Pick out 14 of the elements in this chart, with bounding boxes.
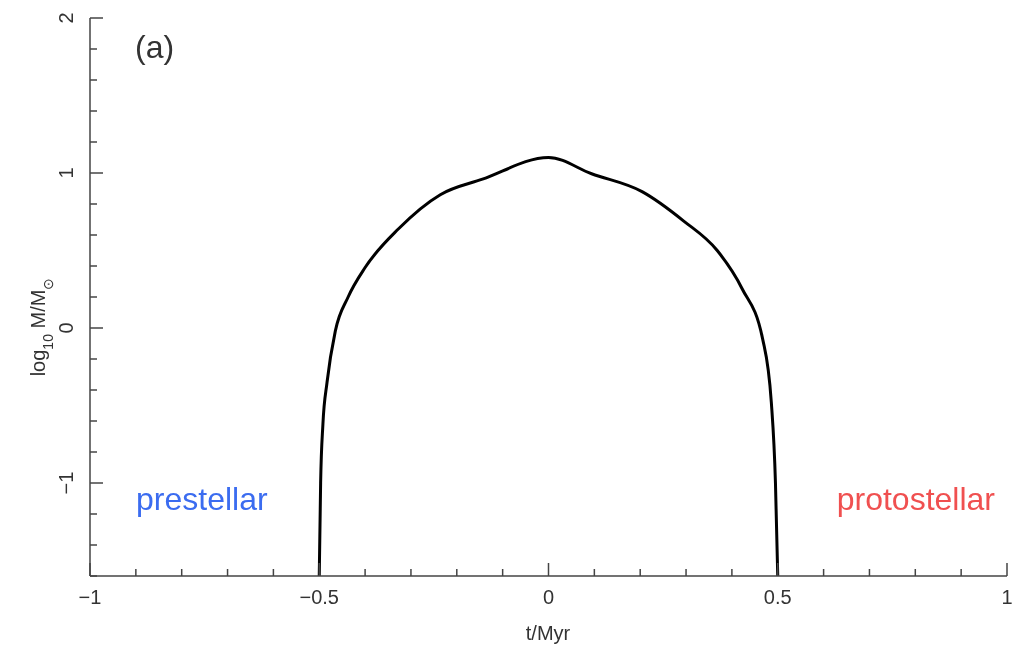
y-tick-label: 0 xyxy=(55,322,78,334)
y-tick-label: −1 xyxy=(55,471,78,495)
annotation: (a) xyxy=(135,28,175,67)
x-tick-label: 0.5 xyxy=(763,586,792,608)
y-tick-label: 2 xyxy=(55,12,78,24)
line-series xyxy=(317,156,780,576)
x-tick-label: −1 xyxy=(78,586,102,608)
annotation: protostellar xyxy=(836,480,995,519)
x-axis-title: t/Myr xyxy=(525,622,571,644)
x-tick-label: 1 xyxy=(1001,586,1013,608)
x-tick-label: −0.5 xyxy=(299,586,339,608)
x-tick-label: 0 xyxy=(542,586,555,608)
annotation: prestellar xyxy=(136,480,268,519)
y-tick-label: 1 xyxy=(55,167,78,179)
